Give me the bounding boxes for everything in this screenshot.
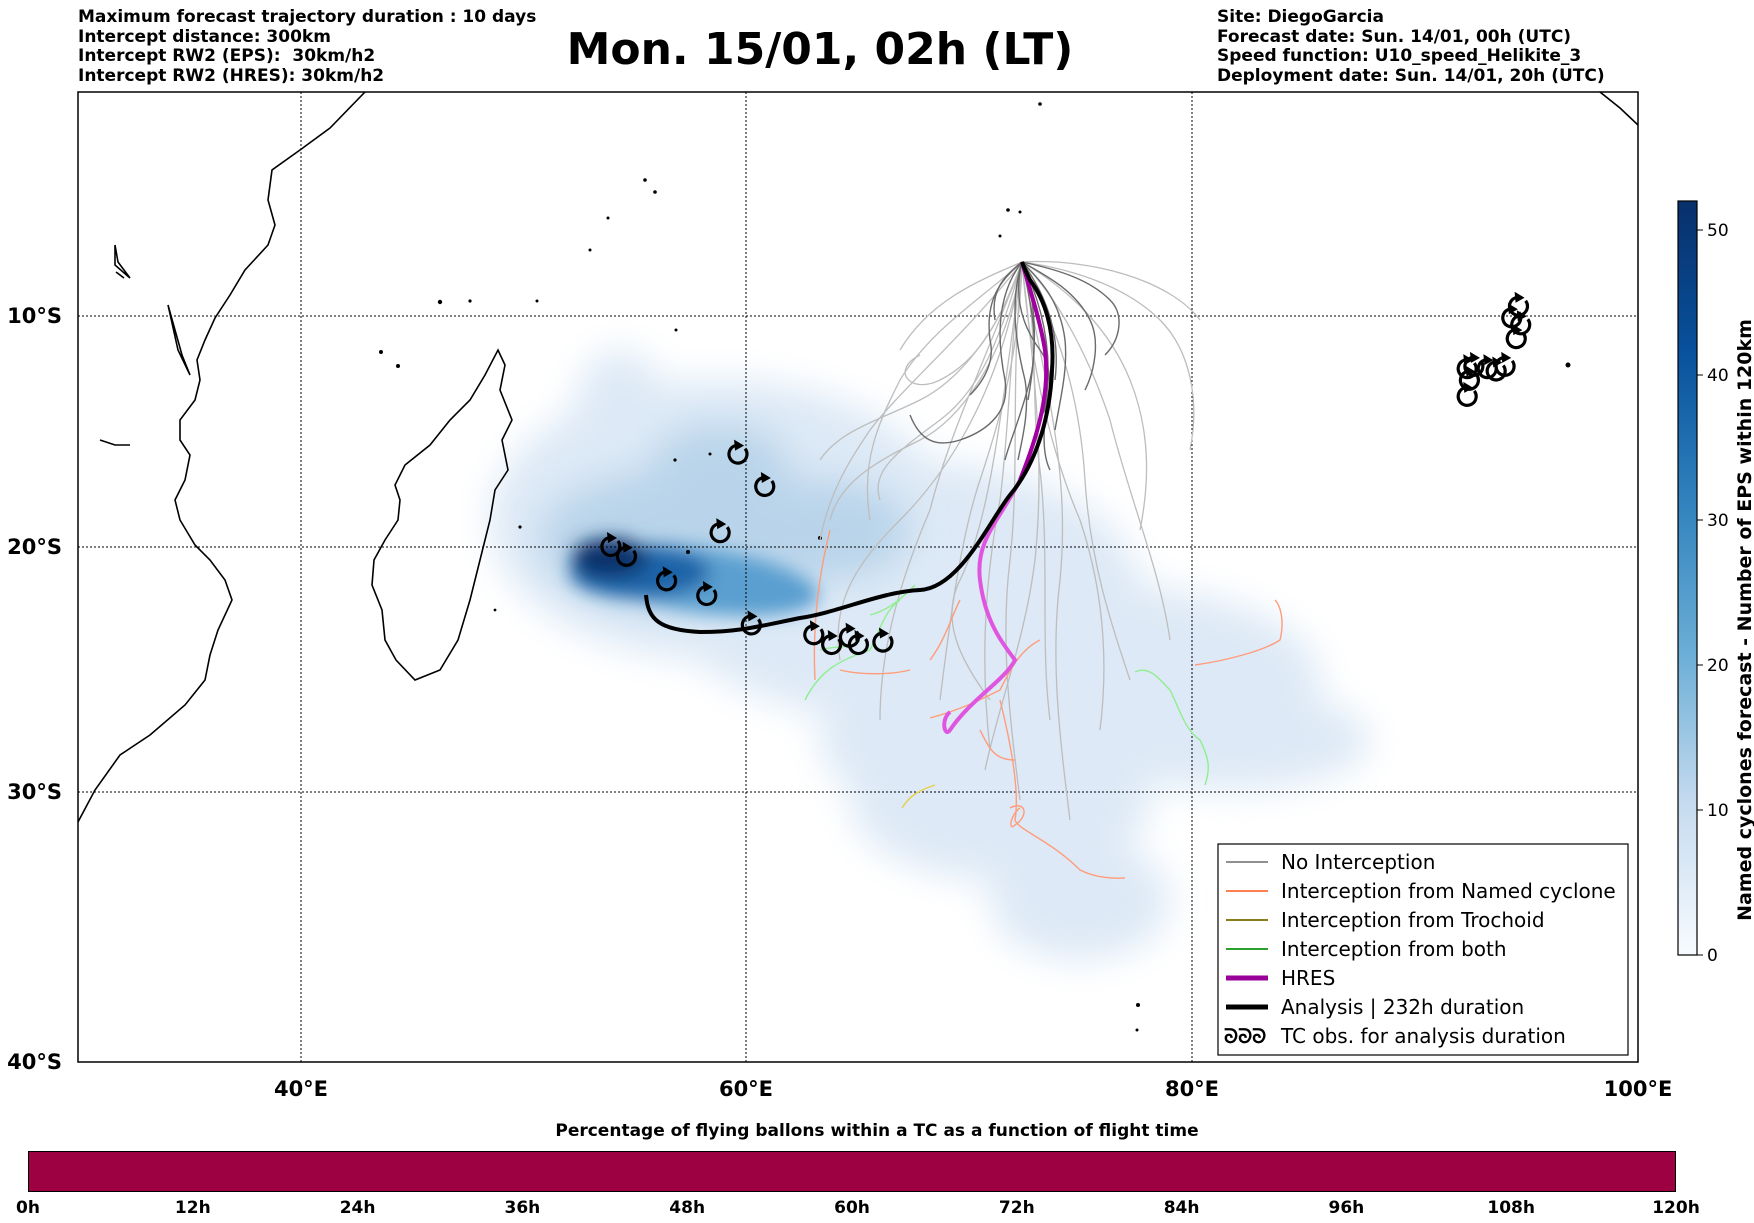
forecast-settings: Maximum forecast trajectory duration : 1… xyxy=(78,7,537,86)
tc-obs-marker xyxy=(709,518,731,544)
flight-time-tick: 84h xyxy=(1163,1198,1200,1218)
cyclone-symbol-icon: ᘐᘐᘐ xyxy=(1224,1024,1266,1048)
tc-obs-marker xyxy=(1456,381,1478,407)
colorbar-tick-label: 40 xyxy=(1707,366,1729,386)
analysis-track xyxy=(644,261,1055,635)
tc-obs-marker xyxy=(600,532,622,558)
colorbar-tick-label: 0 xyxy=(1707,946,1718,966)
legend-label: No Interception xyxy=(1281,850,1435,874)
legend-label: TC obs. for analysis duration xyxy=(1280,1024,1566,1048)
colorbar-tick-label: 50 xyxy=(1707,221,1729,241)
tc-obs-marker xyxy=(656,566,678,592)
map-figure: 10°S 20°S 30°S 40°S 40°E 60°E 80°E 100°E… xyxy=(7,91,1754,1101)
speed-function-text: Speed function: U10_speed_Helikite_3 xyxy=(1217,46,1582,66)
legend-label: Analysis | 232h duration xyxy=(1281,995,1524,1019)
lon-label: 80°E xyxy=(1165,1077,1219,1101)
map-frame xyxy=(77,91,1639,1063)
trochoid-tracks xyxy=(901,784,936,809)
lon-label: 40°E xyxy=(274,1077,328,1101)
lat-label: 40°S xyxy=(7,1050,62,1074)
tc-obs-marker xyxy=(847,630,869,656)
named-cyclone-tracks xyxy=(813,529,1283,879)
forecast-date-text: Forecast date: Sun. 14/01, 00h (UTC) xyxy=(1217,26,1572,47)
intercept-hres-text: Intercept RW2 (HRES): 30km/h2 xyxy=(78,65,385,86)
tc-obs-marker xyxy=(1494,351,1516,377)
colorbar-gradient xyxy=(1677,200,1698,956)
lon-label: 100°E xyxy=(1604,1077,1673,1101)
africa-coast xyxy=(78,92,366,823)
colorbar: 0 10 20 30 40 50 Named cyclones forecast - Nu… xyxy=(1677,200,1754,966)
max-duration-text: Maximum forecast trajectory duration : 1… xyxy=(78,7,537,27)
legend-label: Interception from Named cyclone xyxy=(1281,879,1616,903)
intercept-distance-text: Intercept distance: 300km xyxy=(78,26,331,47)
close-tracks xyxy=(909,261,1120,471)
tc-obs-marker xyxy=(872,627,894,653)
legend-label: Interception from Trochoid xyxy=(1281,908,1545,932)
legend-label: Interception from both xyxy=(1281,937,1507,961)
tc-obs-marker xyxy=(696,581,718,607)
map-title: Mon. 15/01, 02h (LT) xyxy=(566,24,1074,75)
madagascar-coast xyxy=(371,348,513,681)
colorbar-label: Named cyclones forecast - Number of EPS … xyxy=(1734,319,1754,921)
lat-label: 30°S xyxy=(7,780,62,804)
lat-label: 10°S xyxy=(7,304,62,328)
no-interception-tracks xyxy=(819,260,1201,821)
tc-observations xyxy=(600,291,1532,656)
tc-obs-marker xyxy=(740,610,762,636)
tc-obs-marker xyxy=(803,620,825,646)
flight-time-bar xyxy=(28,1151,1676,1192)
coastlines xyxy=(78,92,1638,823)
tc-obs-marker xyxy=(727,439,749,465)
map-plot-area xyxy=(78,92,1638,1062)
flight-time-tick: 72h xyxy=(998,1198,1035,1218)
flight-time-tick: 108h xyxy=(1487,1198,1535,1218)
intercept-eps-text: Intercept RW2 (EPS): 30km/h2 xyxy=(78,46,376,66)
tc-obs-marker xyxy=(1507,291,1529,317)
site-info: Site: DiegoGarcia Forecast date: Sun. 14/… xyxy=(1217,7,1605,86)
colorbar-tick-label: 20 xyxy=(1707,656,1729,676)
flight-time-tick: 36h xyxy=(504,1198,541,1218)
lat-labels: 10°S 20°S 30°S 40°S xyxy=(7,304,62,1074)
tc-obs-marker xyxy=(615,541,637,567)
tc-obs-marker xyxy=(821,630,843,656)
flight-time-tick: 12h xyxy=(174,1198,211,1218)
flight-time-tick: 96h xyxy=(1328,1198,1365,1218)
graticule xyxy=(78,92,1638,1062)
tc-obs-marker xyxy=(1463,351,1485,377)
lat-label: 20°S xyxy=(7,535,62,559)
deployment-date-text: Deployment date: Sun. 14/01, 20h (UTC) xyxy=(1217,65,1605,86)
flight-time-tick: 24h xyxy=(339,1198,376,1218)
legend-label: HRES xyxy=(1281,966,1335,990)
legend: No Interception Interception from Named … xyxy=(1217,843,1629,1056)
lon-labels: 40°E 60°E 80°E 100°E xyxy=(274,1077,1672,1101)
flight-time-tick: 0h xyxy=(16,1198,40,1218)
tc-obs-marker xyxy=(754,471,776,498)
colorbar-tick-label: 10 xyxy=(1707,801,1729,821)
density-field xyxy=(490,350,1370,960)
flight-time-bar-title: Percentage of flying ballons within a TC… xyxy=(555,1121,1199,1141)
colorbar-tick-label: 30 xyxy=(1707,511,1729,531)
flight-time-tick: 48h xyxy=(669,1198,706,1218)
flight-time-tick: 60h xyxy=(834,1198,870,1218)
flight-time-tick: 120h xyxy=(1652,1198,1700,1218)
lon-label: 60°E xyxy=(719,1077,773,1101)
site-text: Site: DiegoGarcia xyxy=(1217,7,1384,27)
